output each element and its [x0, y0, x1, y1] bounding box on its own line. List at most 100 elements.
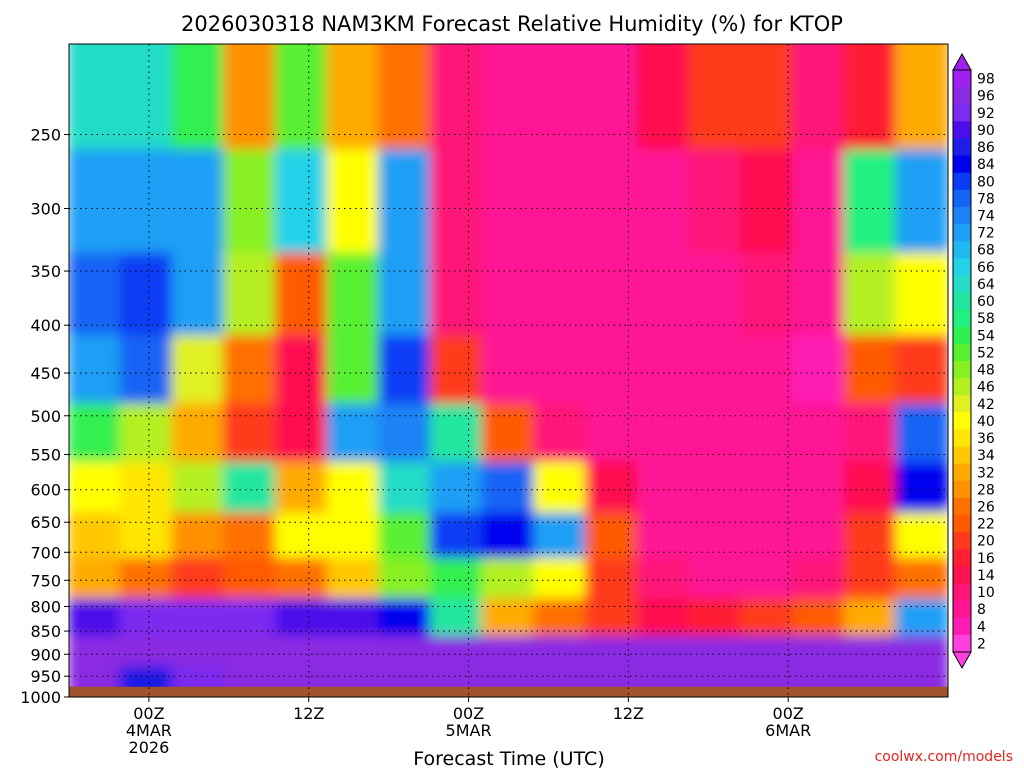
rh-cell — [171, 149, 226, 255]
rh-cell — [274, 461, 329, 515]
chart-title: 2026030318 NAM3KM Forecast Relative Humi… — [181, 12, 843, 36]
rh-cell — [688, 149, 743, 255]
colorbar-label: 28 — [977, 482, 995, 498]
rh-cell — [119, 252, 174, 338]
rh-cell — [791, 557, 846, 601]
colorbar-label: 74 — [977, 209, 995, 225]
x-tick-label: 4MAR — [126, 721, 172, 740]
rh-cell — [895, 461, 948, 515]
rh-cell — [740, 44, 794, 152]
colorbar-label: 2 — [977, 636, 986, 652]
rh-cell — [688, 598, 743, 638]
colorbar-label: 60 — [977, 294, 995, 310]
rh-cell — [585, 252, 639, 338]
rh-cell — [740, 557, 794, 601]
rh-cell — [740, 149, 794, 255]
colorbar-swatch — [953, 549, 971, 567]
colorbar-swatch — [953, 104, 971, 122]
rh-cell — [585, 461, 639, 515]
rh-cell — [223, 44, 277, 152]
rh-cell — [843, 635, 898, 669]
colorbar-label: 16 — [977, 551, 995, 567]
rh-cell — [171, 598, 226, 638]
colorbar-label: 40 — [977, 414, 995, 430]
colorbar-frame — [952, 69, 972, 653]
colorbar-swatch — [953, 275, 971, 294]
grid-lines — [69, 44, 948, 697]
rh-cell — [533, 635, 588, 669]
rh-cell — [69, 512, 122, 560]
rh-cell — [895, 44, 948, 152]
colorbar-swatch — [953, 292, 971, 311]
rh-cell — [688, 403, 743, 464]
colorbar-swatch — [953, 258, 971, 276]
rh-cell — [843, 403, 898, 464]
ground-below-surface — [69, 686, 948, 697]
rh-cell — [223, 557, 277, 601]
rh-cell — [843, 557, 898, 601]
rh-cell — [326, 557, 381, 601]
colorbar-swatch — [953, 480, 971, 499]
rh-cell — [895, 403, 948, 464]
rh-cell — [119, 44, 174, 152]
x-axis-label: Forecast Time (UTC) — [413, 748, 604, 768]
rh-cell — [378, 44, 432, 152]
x-tick-label: 00Z — [133, 704, 164, 723]
rh-cell — [533, 512, 588, 560]
y-axis-ticks: 250 300 350 400 450 500 550 600 650 700 750 800 850 9… — [20, 126, 69, 707]
rh-cell — [481, 461, 536, 515]
rh-cell — [274, 149, 329, 255]
y-tick-label: 600 — [30, 481, 61, 500]
y-tick-label: 250 — [30, 126, 61, 145]
rh-cell — [740, 403, 794, 464]
rh-cell — [688, 635, 743, 669]
rh-cell — [171, 335, 226, 406]
rh-cell — [688, 512, 743, 560]
colorbar-swatch — [953, 70, 971, 88]
rh-cell — [378, 252, 432, 338]
colorbar-label: 14 — [977, 568, 995, 584]
colorbar-swatch — [953, 343, 971, 362]
plot-frame — [68, 43, 949, 698]
rh-cell — [171, 635, 226, 669]
rh-cell — [69, 44, 122, 152]
rh-cell — [585, 512, 639, 560]
colorbar-label: 48 — [977, 363, 995, 379]
rh-cell — [791, 461, 846, 515]
colorbar-label: 96 — [977, 89, 995, 105]
rh-cell — [119, 335, 174, 406]
x-tick-label: 2026 — [129, 738, 170, 757]
rh-cell — [636, 635, 691, 669]
rh-cell — [223, 598, 277, 638]
colorbar-swatch — [953, 138, 971, 157]
rh-cell — [895, 557, 948, 601]
colorbar-swatch — [953, 189, 971, 208]
colorbar-label: 10 — [977, 585, 995, 601]
rh-cell — [533, 598, 588, 638]
colorbar-swatch — [953, 241, 971, 259]
rh-cell — [429, 557, 484, 601]
y-tick-label: 550 — [30, 445, 61, 464]
rh-cell — [843, 149, 898, 255]
rh-cell — [171, 512, 226, 560]
y-tick-label: 1000 — [20, 688, 61, 707]
rh-cell — [843, 512, 898, 560]
y-tick-label: 450 — [30, 364, 61, 383]
rh-cell — [378, 149, 432, 255]
y-tick-label: 500 — [30, 407, 61, 426]
rh-cell — [378, 512, 432, 560]
rh-cell — [378, 557, 432, 601]
x-tick-label: 00Z — [773, 704, 804, 723]
rh-cell — [481, 557, 536, 601]
colorbar-swatch — [953, 412, 971, 430]
rh-cell — [636, 335, 691, 406]
rh-cell — [326, 252, 381, 338]
rh-cell — [843, 461, 898, 515]
rh-cell — [69, 403, 122, 464]
colorbar-swatch — [953, 378, 971, 396]
rh-cell — [223, 461, 277, 515]
rh-cell — [119, 403, 174, 464]
rh-cell — [223, 149, 277, 255]
rh-cell — [791, 512, 846, 560]
rh-cell — [171, 403, 226, 464]
